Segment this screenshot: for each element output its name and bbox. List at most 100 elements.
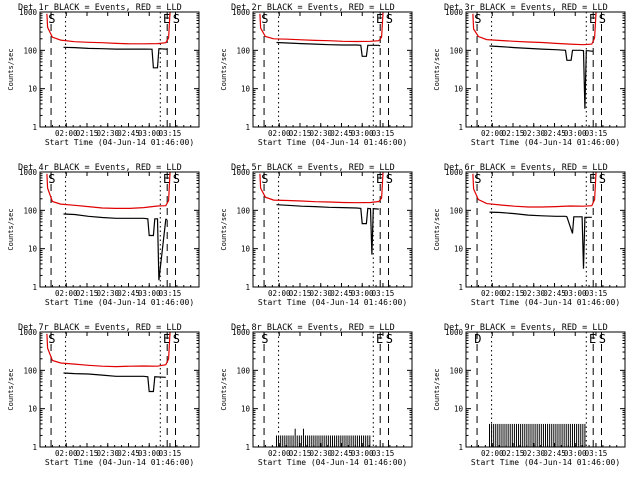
x-tick-label: 03:00	[138, 449, 161, 458]
marker-label: E	[589, 172, 596, 186]
y-tick-label: 1000	[19, 168, 38, 177]
x-tick-label: 03:00	[138, 129, 161, 138]
x-tick-label: 03:15	[585, 129, 608, 138]
y-tick-label: 100	[449, 206, 463, 215]
marker-label: S	[386, 332, 393, 346]
y-tick-label: 10	[28, 245, 38, 254]
panel-det-3: Det 3r BLACK = Events, RED = LLD 1 10 100 10…	[433, 3, 626, 147]
plot-frame	[39, 331, 200, 448]
x-tick-label: 03:00	[138, 289, 161, 298]
events-series-line	[63, 46, 168, 69]
y-axis-label: Counts/sec	[220, 48, 228, 90]
marker-label: D	[474, 332, 481, 346]
plot-frame	[39, 171, 200, 288]
x-tick-label: 02:15	[76, 289, 99, 298]
panel-det-6: Det 6r BLACK = Events, RED = LLD 1 10 100 10…	[433, 163, 626, 307]
marker-label: E	[589, 332, 596, 346]
panel-title: Det 9r BLACK = Events, RED = LLD	[444, 323, 608, 333]
x-tick-label: 02:15	[289, 449, 312, 458]
x-tick-label: 02:30	[522, 129, 545, 138]
y-tick-label: 1	[245, 123, 250, 132]
events-series-line	[276, 41, 381, 57]
panel-title: Det 5r BLACK = Events, RED = LLD	[231, 163, 395, 173]
marker-label: S	[599, 332, 606, 346]
panel-title: Det 8r BLACK = Events, RED = LLD	[231, 323, 395, 333]
x-tick-label: 03:15	[372, 289, 395, 298]
x-tick-label: 03:15	[372, 129, 395, 138]
panel-title: Det 1r BLACK = Events, RED = LLD	[18, 3, 182, 13]
y-tick-label: 100	[449, 366, 463, 375]
x-tick-label: 02:45	[543, 289, 566, 298]
x-tick-label: 02:15	[76, 129, 99, 138]
y-tick-label: 100	[236, 46, 250, 55]
y-tick-label: 100	[23, 366, 37, 375]
x-tick-label: 02:45	[543, 129, 566, 138]
y-tick-label: 1000	[445, 168, 464, 177]
marker-label: S	[386, 12, 393, 26]
y-tick-label: 100	[236, 366, 250, 375]
plot-frame	[465, 11, 626, 128]
x-tick-label: 02:30	[96, 449, 119, 458]
y-tick-label: 1	[458, 123, 463, 132]
y-tick-label: 10	[28, 405, 38, 414]
marker-label: E	[376, 12, 383, 26]
events-series-line	[276, 204, 379, 255]
y-tick-label: 1	[245, 443, 250, 452]
events-series-line	[63, 372, 166, 393]
y-axis-label: Counts/sec	[7, 368, 15, 410]
x-tick-label: 02:30	[309, 289, 332, 298]
panel-title: Det 2r BLACK = Events, RED = LLD	[231, 3, 395, 13]
x-axis-label: Start Time (04-Jun-14 01:46:00)	[471, 458, 620, 467]
x-tick-label: 02:45	[117, 129, 140, 138]
panel-det-9: Det 9r BLACK = Events, RED = LLD 1 10 100 10…	[433, 323, 626, 467]
y-tick-label: 10	[241, 405, 251, 414]
y-tick-label: 10	[454, 85, 464, 94]
x-axis-label: Start Time (04-Jun-14 01:46:00)	[45, 138, 194, 147]
marker-label: E	[163, 12, 170, 26]
x-tick-label: 03:15	[159, 289, 182, 298]
y-axis-label: Counts/sec	[220, 208, 228, 250]
y-tick-label: 1	[245, 283, 250, 292]
y-tick-label: 1000	[232, 328, 251, 337]
marker-label: S	[599, 12, 606, 26]
marker-label: S	[474, 172, 481, 186]
lld-series-line	[46, 332, 171, 368]
y-axis-label: Counts/sec	[7, 48, 15, 90]
y-axis-label: Counts/sec	[220, 368, 228, 410]
events-series-line	[489, 45, 594, 109]
x-tick-label: 03:00	[564, 129, 587, 138]
x-tick-label: 03:00	[351, 129, 374, 138]
x-tick-label: 02:45	[543, 449, 566, 458]
x-axis-label: Start Time (04-Jun-14 01:46:00)	[258, 138, 407, 147]
y-tick-label: 1000	[232, 8, 251, 17]
x-tick-label: 03:15	[159, 449, 182, 458]
x-axis-label: Start Time (04-Jun-14 01:46:00)	[258, 458, 407, 467]
marker-label: S	[261, 332, 268, 346]
panel-det-8: Det 8r BLACK = Events, RED = LLD 1 10 100 10…	[220, 323, 413, 467]
marker-label: S	[173, 12, 180, 26]
x-tick-label: 03:15	[585, 449, 608, 458]
lld-series-line	[472, 172, 597, 208]
y-tick-label: 1	[458, 443, 463, 452]
x-tick-label: 02:00	[481, 289, 504, 298]
y-axis-label: Counts/sec	[433, 208, 441, 250]
lld-series-line	[472, 12, 597, 46]
y-tick-label: 1	[32, 443, 37, 452]
x-tick-label: 02:30	[96, 129, 119, 138]
plot-frame	[465, 171, 626, 288]
events-series-line	[63, 213, 168, 281]
x-tick-label: 03:15	[372, 449, 395, 458]
x-tick-label: 03:15	[159, 129, 182, 138]
marker-label: S	[474, 12, 481, 26]
x-tick-label: 02:30	[309, 129, 332, 138]
x-tick-label: 02:00	[268, 289, 291, 298]
marker-label: E	[589, 12, 596, 26]
marker-label: S	[173, 172, 180, 186]
events-series-line	[489, 211, 592, 269]
x-tick-label: 02:15	[502, 129, 525, 138]
panel-title: Det 4r BLACK = Events, RED = LLD	[18, 163, 182, 173]
x-tick-label: 02:45	[117, 449, 140, 458]
x-tick-label: 02:00	[481, 129, 504, 138]
marker-label: E	[376, 172, 383, 186]
